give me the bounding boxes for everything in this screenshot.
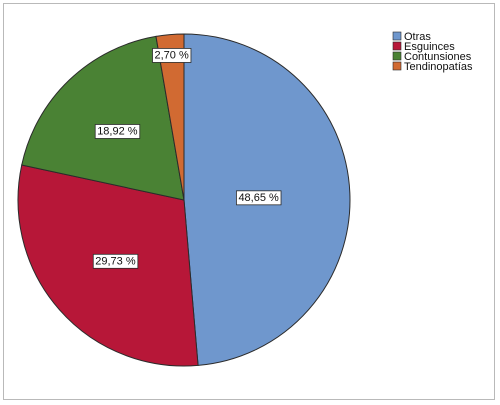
slice-label-text: 48,65 % bbox=[238, 192, 279, 204]
pie-slice-tendinopatias bbox=[155, 33, 185, 201]
chart-frame bbox=[3, 3, 495, 400]
slice-label-tendinopatias: 2,70 % bbox=[152, 48, 192, 63]
legend-label: Esguinces bbox=[404, 41, 455, 53]
pie-slice-contunsiones bbox=[21, 35, 185, 201]
legend-entry-esguinces: Esguinces bbox=[392, 41, 455, 53]
legend-entry-contunsiones: Contunsiones bbox=[392, 51, 472, 63]
legend-label: Tendinopatías bbox=[404, 61, 473, 73]
legend-swatch bbox=[392, 31, 402, 41]
slice-label-contunsiones: 18,92 % bbox=[94, 124, 141, 139]
legend-swatch bbox=[392, 61, 402, 71]
slice-label-box bbox=[94, 124, 141, 139]
slice-label-box bbox=[92, 253, 139, 269]
slice-labels: 48,65 % 29,73 % 18,92 % 2,70 % bbox=[92, 48, 282, 269]
slice-label-text: 29,73 % bbox=[95, 255, 136, 267]
legend-entry-tendinopatias: Tendinopatías bbox=[392, 61, 473, 73]
slice-label-text: 2,70 % bbox=[154, 49, 188, 61]
legend-swatch bbox=[392, 41, 402, 51]
slice-label-otras: 48,65 % bbox=[236, 190, 282, 206]
legend-swatch bbox=[392, 51, 402, 61]
slice-label-box bbox=[152, 48, 192, 63]
slice-label-box bbox=[236, 190, 282, 206]
legend-label: Contunsiones bbox=[404, 51, 472, 63]
legend-label: Otras bbox=[404, 31, 431, 43]
slice-label-text: 18,92 % bbox=[97, 125, 138, 137]
legend-entry-otras: Otras bbox=[392, 31, 431, 43]
slice-label-esguinces: 29,73 % bbox=[92, 253, 139, 269]
